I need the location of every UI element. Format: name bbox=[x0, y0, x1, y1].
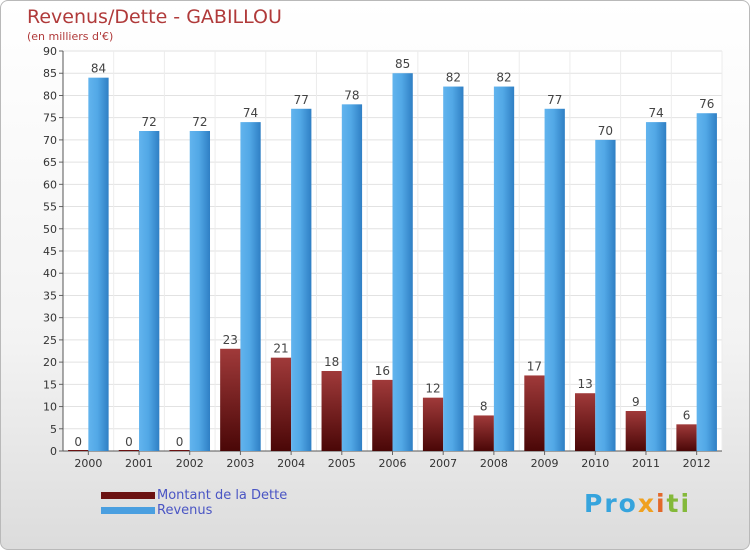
x-tick-label: 2003 bbox=[226, 457, 254, 470]
x-tick-label: 2001 bbox=[125, 457, 153, 470]
x-tick-label: 2002 bbox=[176, 457, 204, 470]
x-tick-label: 2006 bbox=[379, 457, 407, 470]
chart-title: Revenus/Dette - GABILLOU bbox=[27, 6, 282, 28]
y-tick-label: 20 bbox=[43, 356, 57, 369]
y-tick-label: 90 bbox=[43, 45, 57, 58]
value-label-revenus: 74 bbox=[648, 106, 663, 120]
value-label-dette: 23 bbox=[223, 333, 238, 347]
value-label-revenus: 76 bbox=[699, 97, 714, 111]
value-label-revenus: 78 bbox=[344, 88, 359, 102]
y-tick-label: 15 bbox=[43, 378, 57, 391]
y-tick-label: 10 bbox=[43, 401, 57, 414]
x-tick-label: 2008 bbox=[480, 457, 508, 470]
x-tick-label: 2009 bbox=[531, 457, 559, 470]
legend-swatch-revenus bbox=[101, 507, 155, 514]
value-label-dette: 18 bbox=[324, 355, 339, 369]
y-tick-label: 65 bbox=[43, 156, 57, 169]
y-tick-label: 40 bbox=[43, 267, 57, 280]
x-tick-label: 2004 bbox=[277, 457, 305, 470]
value-label-revenus: 72 bbox=[142, 115, 157, 129]
bar-revenus bbox=[645, 122, 667, 451]
bar-revenus bbox=[443, 86, 464, 452]
x-tick-label: 2005 bbox=[328, 457, 356, 470]
y-tick-label: 50 bbox=[43, 223, 57, 236]
value-label-dette: 0 bbox=[176, 435, 184, 449]
bar-revenus bbox=[291, 108, 312, 452]
legend-swatch-dette bbox=[101, 492, 155, 499]
value-label-dette: 17 bbox=[527, 359, 542, 373]
y-tick-label: 0 bbox=[50, 445, 57, 458]
bar-revenus bbox=[493, 86, 515, 452]
value-label-revenus: 70 bbox=[598, 124, 613, 138]
value-label-dette: 21 bbox=[273, 342, 288, 356]
bar-revenus bbox=[544, 108, 565, 452]
x-tick-label: 2000 bbox=[74, 457, 102, 470]
y-tick-label: 5 bbox=[50, 423, 57, 436]
value-label-revenus: 85 bbox=[395, 57, 410, 71]
legend-label-dette: Montant de la Dette bbox=[157, 488, 288, 503]
bar-dette bbox=[422, 397, 444, 451]
y-tick-label: 25 bbox=[43, 334, 57, 347]
bar-dette bbox=[220, 348, 241, 451]
value-label-revenus: 74 bbox=[243, 106, 258, 120]
bar-dette bbox=[473, 415, 494, 451]
bar-revenus bbox=[392, 73, 413, 451]
y-tick-label: 30 bbox=[43, 312, 57, 325]
x-tick-label: 2012 bbox=[683, 457, 711, 470]
y-tick-label: 70 bbox=[43, 134, 57, 147]
bar-dette bbox=[169, 450, 190, 451]
bar-revenus bbox=[88, 77, 109, 452]
x-tick-label: 2011 bbox=[632, 457, 660, 470]
value-label-revenus: 72 bbox=[192, 115, 207, 129]
x-tick-label: 2010 bbox=[581, 457, 609, 470]
bar-revenus bbox=[595, 139, 616, 451]
value-label-revenus: 82 bbox=[496, 71, 511, 85]
y-tick-label: 85 bbox=[43, 67, 57, 80]
value-label-revenus: 82 bbox=[446, 71, 461, 85]
bar-dette bbox=[625, 411, 646, 451]
y-tick-label: 35 bbox=[43, 289, 57, 302]
legend-label-revenus: Revenus bbox=[157, 503, 213, 518]
value-label-dette: 0 bbox=[74, 435, 82, 449]
y-tick-label: 55 bbox=[43, 201, 57, 214]
value-label-revenus: 77 bbox=[547, 93, 562, 107]
chart-legend: Montant de la Dette Revenus bbox=[101, 488, 287, 518]
proxiti-logo: Proxiti bbox=[584, 489, 692, 518]
value-label-dette: 13 bbox=[577, 377, 592, 391]
value-label-dette: 16 bbox=[375, 364, 390, 378]
value-label-dette: 0 bbox=[125, 435, 133, 449]
bar-dette bbox=[372, 379, 393, 451]
bar-revenus bbox=[341, 104, 363, 451]
bar-revenus bbox=[139, 131, 160, 451]
bar-dette bbox=[676, 424, 697, 451]
value-label-dette: 8 bbox=[480, 399, 488, 413]
bar-dette bbox=[68, 450, 89, 451]
bar-dette bbox=[118, 450, 140, 451]
bar-dette bbox=[321, 371, 342, 451]
value-label-dette: 9 bbox=[632, 395, 640, 409]
legend-item-revenus[interactable]: Revenus bbox=[101, 503, 287, 518]
bar-revenus bbox=[240, 122, 261, 451]
y-tick-label: 60 bbox=[43, 178, 57, 191]
value-label-dette: 6 bbox=[683, 408, 691, 422]
y-tick-label: 80 bbox=[43, 89, 57, 102]
bar-dette bbox=[574, 393, 596, 451]
bar-dette bbox=[270, 357, 292, 451]
bar-revenus bbox=[189, 131, 211, 451]
value-label-revenus: 77 bbox=[294, 93, 309, 107]
x-tick-label: 2007 bbox=[429, 457, 457, 470]
legend-item-dette[interactable]: Montant de la Dette bbox=[101, 488, 287, 503]
chart-subtitle: (en milliers d'€) bbox=[27, 30, 114, 43]
y-tick-label: 45 bbox=[43, 245, 57, 258]
value-label-revenus: 84 bbox=[91, 62, 106, 76]
value-label-dette: 12 bbox=[425, 382, 440, 396]
bar-revenus bbox=[696, 113, 717, 451]
bar-dette bbox=[524, 375, 545, 451]
y-tick-label: 75 bbox=[43, 112, 57, 125]
